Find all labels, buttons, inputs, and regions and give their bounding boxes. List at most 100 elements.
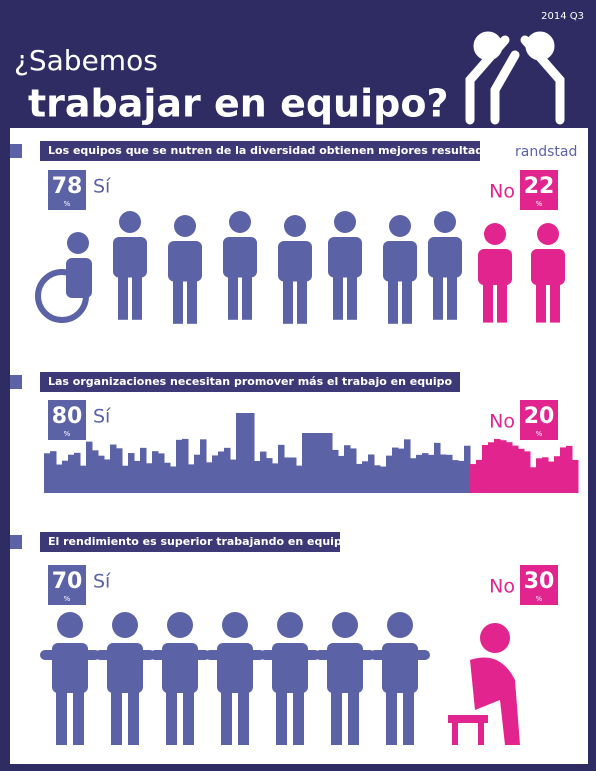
person xyxy=(166,690,177,745)
person xyxy=(260,650,320,660)
building xyxy=(488,442,495,493)
figure xyxy=(328,237,362,278)
yes-value: 80 xyxy=(52,404,83,429)
building xyxy=(224,448,231,493)
figure xyxy=(228,275,238,320)
building xyxy=(266,458,273,493)
section-title: El rendimiento es superior trabajando en… xyxy=(48,535,350,548)
no-unit: % xyxy=(536,595,543,603)
person xyxy=(386,690,397,745)
building xyxy=(146,463,153,493)
building xyxy=(212,455,219,493)
stool xyxy=(452,723,458,745)
building xyxy=(296,466,303,493)
building xyxy=(230,460,237,493)
person xyxy=(150,650,210,660)
building xyxy=(458,461,465,493)
figure xyxy=(484,223,506,245)
figure xyxy=(536,283,546,323)
person xyxy=(348,690,359,745)
figure xyxy=(229,211,251,233)
building xyxy=(482,445,489,493)
building xyxy=(548,462,555,493)
person xyxy=(183,690,194,745)
person xyxy=(370,650,430,660)
sad-person xyxy=(480,623,510,653)
figure xyxy=(67,232,89,254)
building xyxy=(284,457,291,493)
building xyxy=(404,439,411,493)
page: 2014 Q3 ¿Sabemos trabajar en equipo? ran… xyxy=(0,0,596,771)
yes-unit: % xyxy=(64,595,71,603)
building xyxy=(356,464,363,493)
building xyxy=(362,461,369,493)
building xyxy=(92,450,99,493)
figure xyxy=(168,241,202,282)
building xyxy=(350,448,357,493)
building xyxy=(542,457,549,493)
yes-value: 70 xyxy=(52,569,83,594)
no-unit: % xyxy=(536,200,543,208)
building xyxy=(410,458,417,493)
building xyxy=(68,455,75,493)
figure xyxy=(497,283,507,323)
building xyxy=(74,453,81,493)
building xyxy=(128,453,135,493)
figure xyxy=(333,275,343,320)
building xyxy=(254,461,261,493)
figure xyxy=(118,275,128,320)
no-value: 20 xyxy=(524,404,555,429)
figure xyxy=(132,275,142,320)
building xyxy=(140,448,147,493)
building xyxy=(188,464,195,493)
figure xyxy=(428,237,462,278)
person xyxy=(238,690,249,745)
title-line2: trabajar en equipo? xyxy=(28,82,449,126)
building xyxy=(272,463,279,493)
person xyxy=(276,690,287,745)
person xyxy=(40,650,100,660)
person xyxy=(387,612,413,638)
building xyxy=(104,459,111,493)
building xyxy=(554,456,561,493)
building xyxy=(260,452,267,493)
building xyxy=(62,461,69,493)
building xyxy=(476,460,483,493)
person xyxy=(331,690,342,745)
yes-unit: % xyxy=(64,430,71,438)
building xyxy=(398,449,405,493)
figure xyxy=(223,237,257,278)
figure xyxy=(173,279,183,324)
building xyxy=(572,460,579,493)
no-value: 22 xyxy=(524,174,555,199)
head xyxy=(530,36,550,56)
stool xyxy=(478,723,484,745)
title-line1: ¿Sabemos xyxy=(14,44,158,77)
person xyxy=(293,690,304,745)
building xyxy=(560,447,567,493)
building xyxy=(506,442,513,493)
building xyxy=(194,455,201,493)
building xyxy=(392,448,399,493)
building xyxy=(116,448,123,493)
building xyxy=(86,442,93,493)
figure xyxy=(66,258,92,298)
person xyxy=(315,650,375,660)
building xyxy=(200,439,207,493)
building xyxy=(380,467,387,493)
figure xyxy=(284,215,306,237)
building xyxy=(374,465,381,493)
person xyxy=(57,612,83,638)
building xyxy=(314,433,321,493)
figure xyxy=(278,241,312,282)
building xyxy=(206,462,213,493)
no-value: 30 xyxy=(524,569,555,594)
building xyxy=(512,446,519,493)
section-title: Los equipos que se nutren de la diversid… xyxy=(48,144,498,157)
person xyxy=(332,612,358,638)
building xyxy=(566,446,573,493)
building xyxy=(134,461,141,493)
figure xyxy=(402,279,412,324)
building xyxy=(278,445,285,493)
person xyxy=(167,612,193,638)
